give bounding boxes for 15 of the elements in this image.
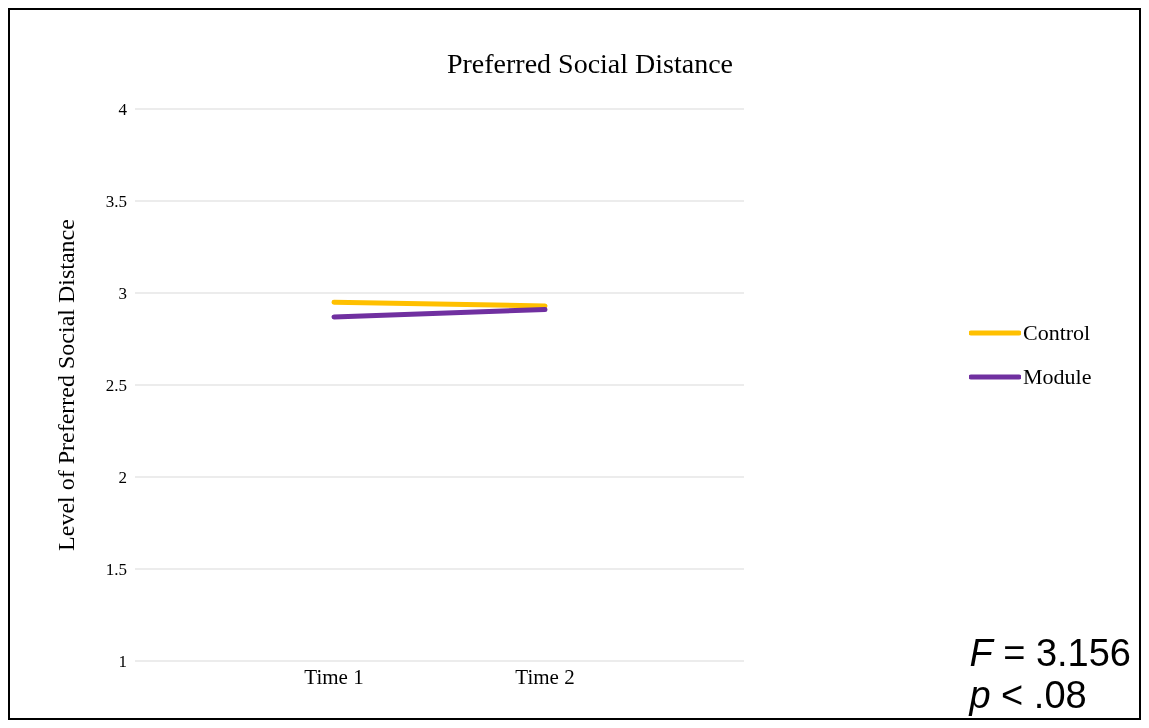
legend-label: Module [1023,364,1092,390]
y-tick-label: 2 [118,468,127,488]
y-tick-label: 1.5 [105,560,127,580]
x-tick-label: Time 2 [515,664,575,689]
y-tick-label: 4 [118,100,128,120]
text: F = 3.156 [969,632,1131,674]
y-tick-label: 1 [118,652,127,672]
y-axis-title: Level of Preferred Social Distance [52,219,79,551]
y-tick-label: 3 [118,284,127,304]
y-tick-label: 2.5 [105,376,127,396]
x-tick-label: Time 1 [304,664,364,689]
chart-title: Preferred Social Distance [445,48,735,80]
y-tick-label: 3.5 [105,192,127,212]
legend-label: Control [1023,320,1091,346]
text: p < .08 [969,674,1088,716]
